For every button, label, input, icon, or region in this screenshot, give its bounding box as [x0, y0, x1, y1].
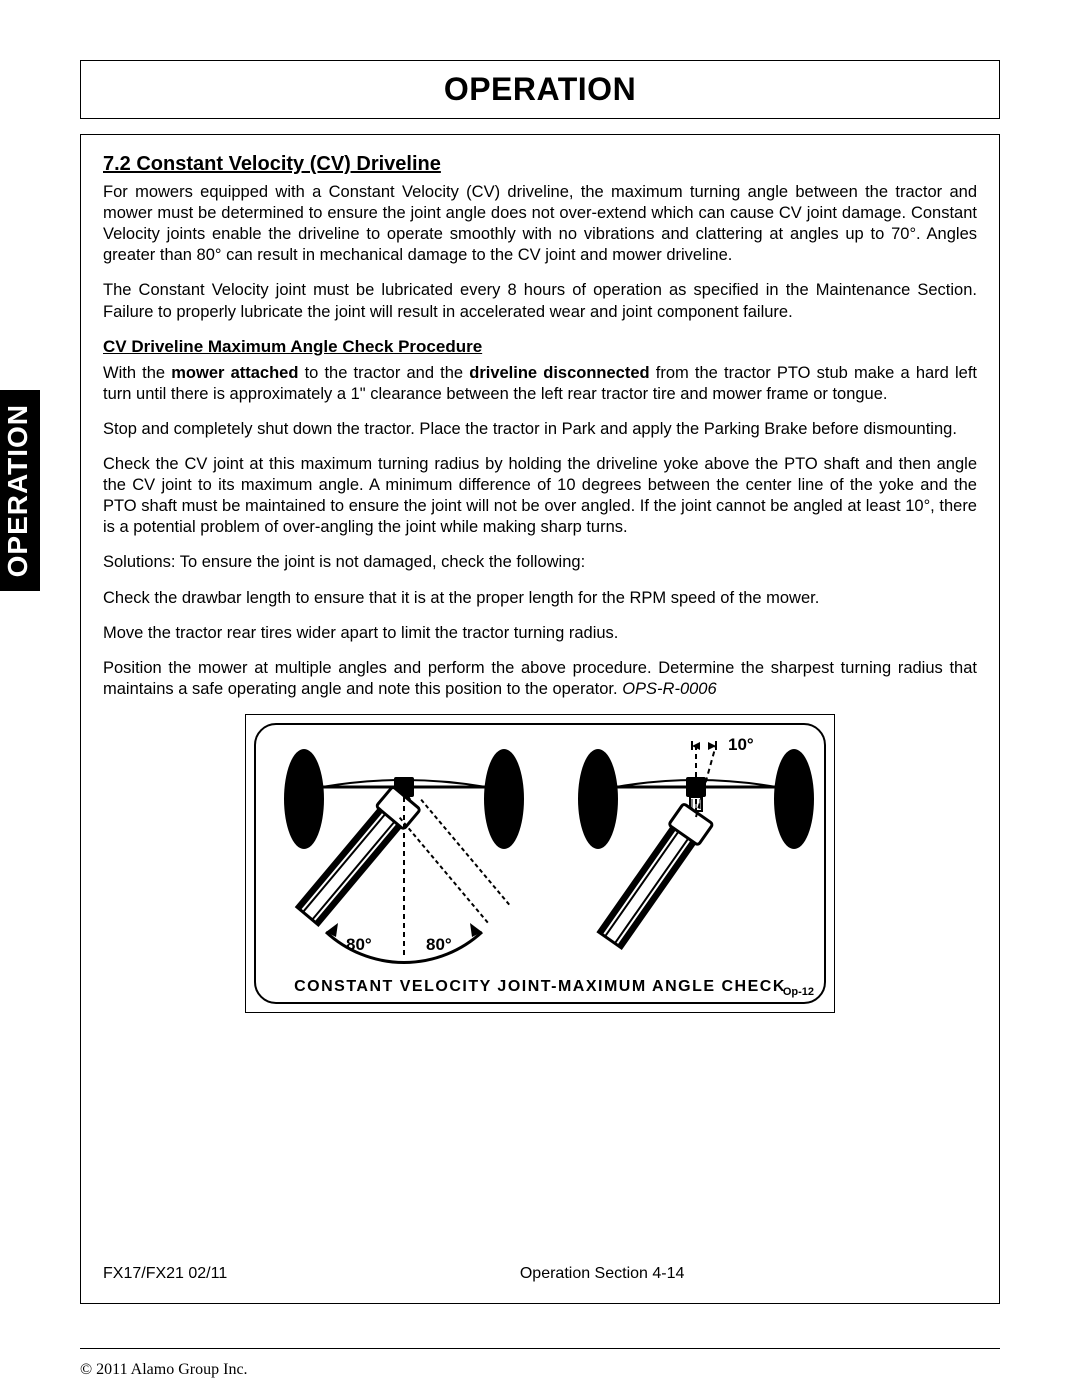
diagram-canvas: 80° 80° 10°: [266, 737, 814, 972]
paragraph-2: The Constant Velocity joint must be lubr…: [103, 280, 977, 322]
content-footer: FX17/FX21 02/11 Operation Section 4-14: [103, 1265, 977, 1283]
paragraph-4: Stop and completely shut down the tracto…: [103, 419, 977, 440]
paragraph-6: Solutions: To ensure the joint is not da…: [103, 552, 977, 573]
diagram-inner: 80° 80° 10° CONSTANT VELOCITY JOINT-MAXI…: [254, 723, 826, 1004]
paragraph-8: Move the tractor rear tires wider apart …: [103, 623, 977, 644]
angle-label-80a: 80°: [346, 935, 372, 955]
paragraph-5: Check the CV joint at this maximum turni…: [103, 454, 977, 538]
content-box: 7.2 Constant Velocity (CV) Driveline For…: [80, 134, 1000, 1304]
angle-label-10: 10°: [728, 735, 754, 755]
copyright: © 2011 Alamo Group Inc.: [80, 1361, 248, 1379]
side-tab-text: OPERATION: [2, 404, 34, 577]
reference-code: OPS-R-0006: [622, 680, 716, 698]
diagram-caption: CONSTANT VELOCITY JOINT-MAXIMUM ANGLE CH…: [266, 978, 814, 996]
diagram-frame: 80° 80° 10° CONSTANT VELOCITY JOINT-MAXI…: [245, 714, 835, 1013]
paragraph-3: With the mower attached to the tractor a…: [103, 363, 977, 405]
page-title: OPERATION: [81, 71, 999, 108]
footer-center: Operation Section 4-14: [227, 1265, 977, 1283]
subheading: CV Driveline Maximum Angle Check Procedu…: [103, 337, 977, 357]
paragraph-1: For mowers equipped with a Constant Velo…: [103, 182, 977, 266]
diagram-op-number: Op-12: [783, 986, 814, 998]
footer-left: FX17/FX21 02/11: [103, 1265, 227, 1283]
side-tab: OPERATION: [0, 390, 40, 591]
page-bottom-rule: [80, 1348, 1000, 1349]
paragraph-9: Position the mower at multiple angles an…: [103, 658, 977, 700]
title-box: OPERATION: [80, 60, 1000, 119]
paragraph-7: Check the drawbar length to ensure that …: [103, 588, 977, 609]
page-container: OPERATION 7.2 Constant Velocity (CV) Dri…: [80, 60, 1000, 1330]
angle-label-80b: 80°: [426, 935, 452, 955]
section-heading: 7.2 Constant Velocity (CV) Driveline: [103, 153, 977, 176]
